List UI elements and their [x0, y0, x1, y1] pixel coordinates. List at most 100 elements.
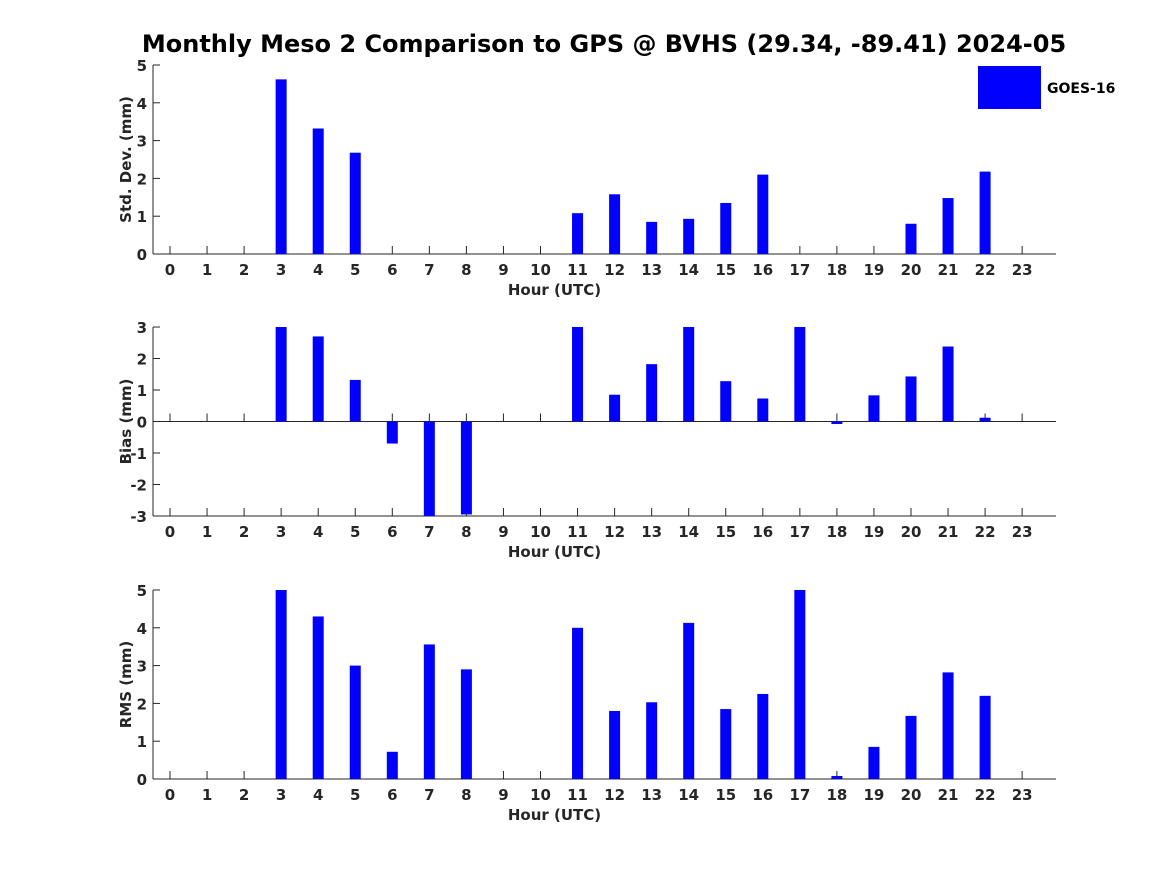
x-tick-label: 0	[165, 786, 175, 804]
y-tick-label: 1	[137, 733, 147, 751]
bar-hour-14	[683, 327, 695, 422]
bar-hour-22	[979, 417, 991, 422]
bar-hour-14	[683, 622, 695, 779]
bar-hour-5	[349, 665, 361, 779]
y-tick-label: 4	[137, 95, 147, 113]
x-tick-label: 3	[276, 523, 286, 541]
x-tick-label: 2	[239, 786, 249, 804]
x-tick-label: 21	[938, 786, 959, 804]
bar-hour-22	[979, 171, 991, 254]
x-tick-label: 18	[826, 261, 847, 279]
y-tick-label: 1	[137, 208, 147, 226]
x-tick-label: 20	[901, 261, 922, 279]
legend-swatch	[978, 66, 1041, 109]
bar-hour-6	[386, 751, 398, 779]
y-tick-label: 2	[137, 170, 147, 188]
x-tick-label: 5	[350, 261, 360, 279]
x-tick-label: 14	[678, 261, 699, 279]
y-tick-label: 3	[137, 658, 147, 676]
legend-label: GOES-16	[1047, 81, 1115, 97]
x-tick-label: 18	[826, 786, 847, 804]
bar-hour-5	[349, 152, 361, 254]
x-tick-label: 4	[313, 523, 323, 541]
x-tick-label: 15	[715, 523, 736, 541]
x-tick-label: 1	[202, 261, 212, 279]
x-tick-label: 9	[498, 261, 508, 279]
x-tick-label: 2	[239, 261, 249, 279]
bar-hour-20	[905, 376, 917, 422]
bar-hour-12	[609, 194, 621, 254]
bar-hour-19	[868, 395, 880, 422]
x-tick-label: 14	[678, 786, 699, 804]
x-tick-label: 21	[938, 261, 959, 279]
bar-hour-14	[683, 218, 695, 254]
y-tick-label: -2	[130, 477, 147, 495]
y-tick-label: -3	[130, 508, 147, 526]
figure-title: Monthly Meso 2 Comparison to GPS @ BVHS …	[142, 30, 1066, 58]
bar-hour-4	[312, 336, 324, 422]
x-tick-label: 1	[202, 786, 212, 804]
x-tick-label: 22	[975, 261, 996, 279]
y-tick-label: 3	[137, 319, 147, 337]
bar-hour-21	[942, 346, 954, 422]
x-tick-label: 13	[641, 786, 662, 804]
bar-hour-16	[757, 174, 769, 254]
x-tick-label: 15	[715, 786, 736, 804]
x-tick-label: 13	[641, 261, 662, 279]
bar-hour-8	[460, 421, 472, 515]
x-tick-label: 0	[165, 523, 175, 541]
bar-hour-22	[979, 695, 991, 779]
x-tick-label: 9	[498, 523, 508, 541]
x-tick-label: 16	[752, 523, 773, 541]
x-tick-label: 7	[424, 523, 434, 541]
bar-hour-13	[646, 221, 658, 254]
bar-hour-15	[720, 381, 732, 422]
bar-hour-3	[275, 79, 287, 254]
x-tick-label: 16	[752, 786, 773, 804]
x-tick-label: 1	[202, 523, 212, 541]
x-tick-label: 12	[604, 786, 625, 804]
x-tick-label: 23	[1012, 786, 1033, 804]
bar-hour-21	[942, 672, 954, 779]
x-tick-label: 16	[752, 261, 773, 279]
bar-hour-13	[646, 364, 658, 422]
x-tick-label: 4	[313, 261, 323, 279]
x-tick-label: 3	[276, 261, 286, 279]
x-tick-label: 10	[530, 523, 551, 541]
bar-hour-7	[423, 421, 435, 516]
x-tick-label: 11	[567, 261, 588, 279]
bar-hour-12	[609, 710, 621, 779]
x-tick-label: 11	[567, 786, 588, 804]
y-tick-label: 0	[137, 414, 147, 432]
bar-hour-18	[831, 775, 843, 779]
bar-hour-17	[794, 590, 806, 779]
x-axis-label: Hour (UTC)	[508, 281, 601, 299]
y-tick-label: 3	[137, 133, 147, 151]
x-tick-label: 2	[239, 523, 249, 541]
bar-hour-15	[720, 709, 732, 779]
x-tick-label: 9	[498, 786, 508, 804]
x-tick-label: 12	[604, 523, 625, 541]
legend: GOES-16	[978, 66, 1115, 109]
x-tick-label: 20	[901, 786, 922, 804]
y-axis-label: RMS (mm)	[117, 641, 135, 728]
bar-hour-21	[942, 198, 954, 254]
x-tick-label: 8	[461, 786, 471, 804]
bar-hour-16	[757, 693, 769, 779]
x-axis-label: Hour (UTC)	[508, 806, 601, 824]
bar-hour-13	[646, 702, 658, 779]
x-tick-label: 19	[864, 261, 885, 279]
x-tick-label: 7	[424, 261, 434, 279]
y-tick-label: -1	[130, 445, 147, 463]
x-tick-label: 6	[387, 261, 397, 279]
y-tick-label: 4	[137, 620, 147, 638]
bar-hour-19	[868, 746, 880, 779]
bar-hour-4	[312, 128, 324, 254]
bar-hour-20	[905, 223, 917, 254]
x-tick-label: 5	[350, 786, 360, 804]
y-tick-label: 0	[137, 771, 147, 789]
